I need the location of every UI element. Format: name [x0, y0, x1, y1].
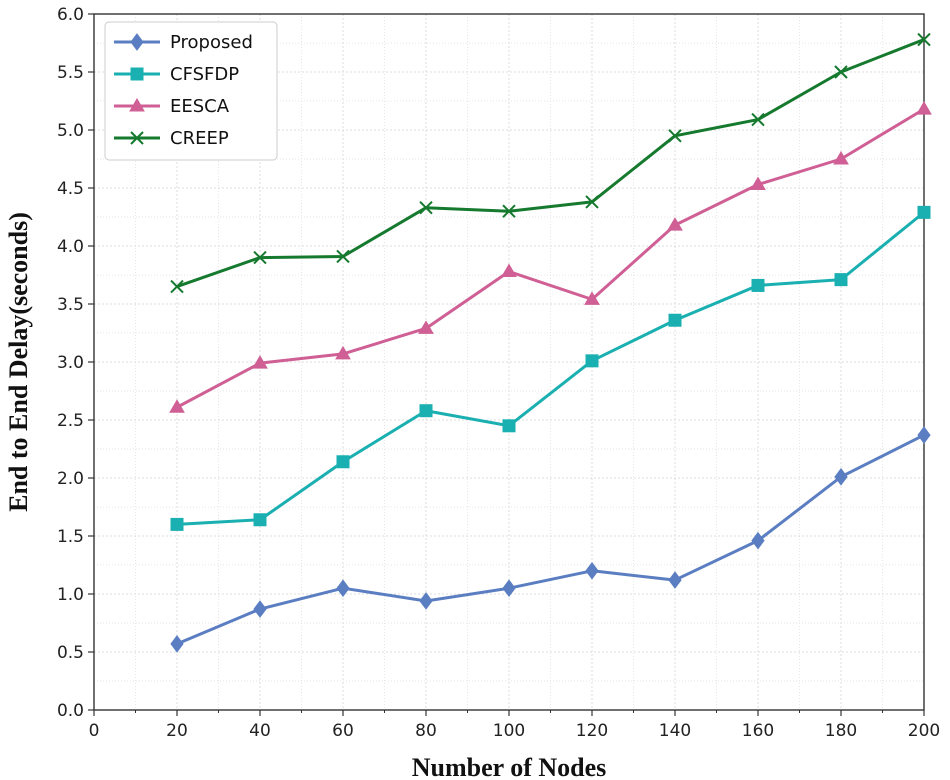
legend-marker-eesca: [129, 98, 145, 112]
series-lines: [169, 32, 932, 653]
data-point-creep: [502, 204, 516, 218]
data-point-creep: [419, 201, 433, 215]
data-point-proposed: [253, 600, 267, 618]
y-tick-label: 1.5: [57, 527, 84, 547]
y-tick-label: 4.0: [57, 237, 84, 257]
data-point-creep: [170, 279, 184, 294]
series-line-cfsfdp: [176, 211, 925, 526]
data-point-cfsfdp: [917, 205, 931, 219]
data-point-cfsfdp: [834, 273, 848, 287]
data-point-proposed: [751, 531, 765, 550]
x-tick-label: 140: [659, 721, 691, 741]
y-tick-label: 0.0: [57, 701, 84, 721]
data-point-creep-stroke: [834, 65, 848, 79]
data-point-creep-stroke: [917, 32, 931, 47]
data-point-eesca: [252, 355, 268, 369]
data-point-creep: [834, 65, 848, 79]
x-tick-label: 80: [415, 721, 437, 741]
series-line-proposed: [176, 433, 925, 646]
data-point-eesca: [335, 345, 351, 360]
data-point-proposed: [419, 592, 433, 610]
x-tick-label: 0: [89, 721, 100, 741]
axis-ticks: 0 20 40 60 80 100 120 140 160 180 200 0.0 0.5 1.0 1.5 2…: [57, 5, 940, 741]
data-point-proposed: [917, 426, 931, 444]
data-point-creep-stroke: [419, 201, 433, 215]
data-point-eesca: [501, 263, 517, 278]
data-point-creep-stroke: [585, 195, 599, 209]
data-point-creep-stroke: [751, 112, 765, 127]
data-point-eesca: [833, 151, 849, 165]
y-tick-label: 6.0: [57, 5, 84, 25]
data-point-creep: [253, 250, 267, 265]
x-tick-label: 200: [908, 721, 940, 741]
x-tick-label: 120: [576, 721, 608, 741]
legend-marker-proposed: [130, 33, 144, 51]
y-tick-label: 2.0: [57, 469, 84, 489]
data-point-creep-stroke: [336, 249, 350, 264]
x-tick-label: 180: [825, 721, 857, 741]
data-point-proposed: [502, 579, 516, 598]
legend-box: [104, 21, 278, 161]
data-point-cfsfdp: [170, 517, 184, 531]
data-point-creep-stroke: [502, 204, 516, 218]
series-line-creep: [176, 38, 925, 289]
data-point-proposed: [585, 561, 599, 580]
data-point-cfsfdp: [751, 278, 765, 292]
legend-label-eesca: EESCA: [170, 96, 230, 117]
data-point-creep-stroke: [170, 279, 184, 294]
data-point-creep: [585, 195, 599, 209]
data-point-cfsfdp: [253, 513, 267, 527]
legend-label-cfsfdp: CFSFDP: [170, 64, 239, 85]
y-tick-label: 5.0: [57, 121, 84, 141]
legend-marker-creep-stroke: [130, 131, 144, 145]
data-point-eesca: [916, 101, 932, 115]
data-point-eesca: [667, 217, 683, 231]
x-tick-label: 40: [249, 721, 271, 741]
data-point-creep: [751, 112, 765, 127]
data-point-creep-stroke: [668, 129, 682, 143]
y-tick-label: 5.5: [57, 63, 84, 83]
data-point-cfsfdp: [419, 404, 433, 418]
x-tick-label: 160: [742, 721, 774, 741]
data-point-cfsfdp: [502, 419, 516, 433]
data-point-creep: [917, 32, 931, 47]
x-tick-label: 20: [166, 721, 188, 741]
data-point-cfsfdp: [336, 455, 350, 469]
data-point-proposed: [170, 635, 184, 653]
data-point-eesca: [750, 176, 766, 191]
y-tick-label: 3.5: [57, 295, 84, 315]
legend-marker-cfsfdp: [130, 67, 144, 81]
legend-label-proposed: Proposed: [170, 32, 253, 53]
data-point-proposed: [668, 571, 682, 589]
data-point-eesca: [584, 291, 600, 305]
data-point-proposed: [336, 579, 350, 598]
data-point-proposed: [834, 468, 848, 486]
y-tick-label: 4.5: [57, 179, 84, 199]
data-point-cfsfdp: [668, 313, 682, 327]
data-point-creep: [668, 129, 682, 143]
data-point-eesca: [418, 320, 434, 334]
series-line-eesca: [176, 107, 925, 409]
y-axis-title: End to End Delay(seconds): [4, 212, 33, 512]
legend-label-creep: CREEP: [170, 128, 229, 149]
legend-marker-creep: [130, 131, 144, 145]
data-point-eesca: [169, 399, 185, 413]
x-axis-title: Number of Nodes: [412, 753, 607, 780]
data-point-creep-stroke: [253, 250, 267, 265]
y-tick-label: 2.5: [57, 411, 84, 431]
x-tick-label: 100: [493, 721, 525, 741]
y-tick-label: 3.0: [57, 353, 84, 373]
data-point-creep: [336, 249, 350, 264]
y-tick-label: 0.5: [57, 643, 84, 663]
legend: Proposed CFSFDP EESCA CREEP: [104, 21, 278, 161]
x-tick-label: 60: [332, 721, 354, 741]
data-point-cfsfdp: [585, 354, 599, 368]
y-tick-label: 1.0: [57, 585, 84, 605]
